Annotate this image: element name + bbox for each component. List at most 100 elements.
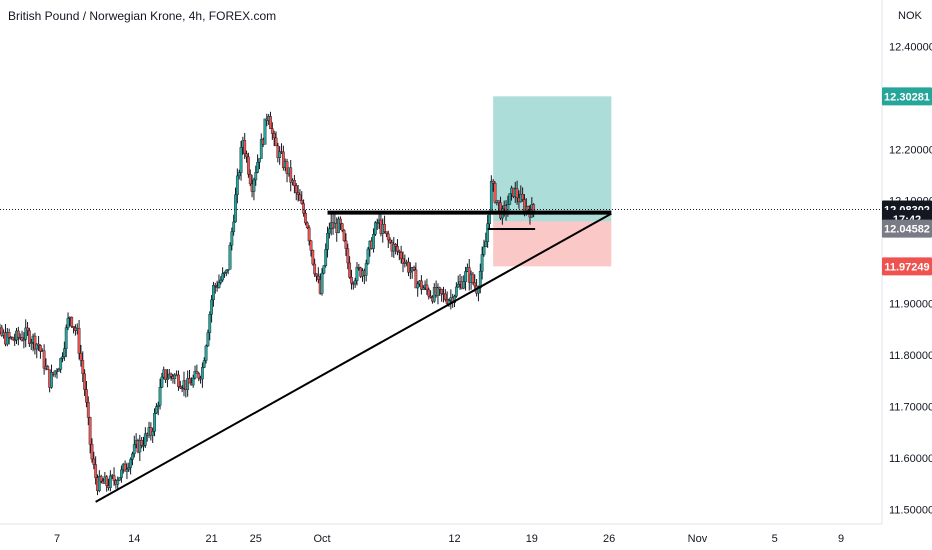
candle-body <box>79 353 83 361</box>
candle-body <box>245 153 248 158</box>
candle-body <box>342 230 346 241</box>
candle-body <box>235 175 239 195</box>
candle-body <box>396 246 399 252</box>
candle-body <box>180 387 184 390</box>
candle-body <box>456 284 460 288</box>
candle-body <box>88 417 92 445</box>
y-tick-label: 11.80000 <box>889 350 932 362</box>
candle-body <box>16 330 20 338</box>
x-tick-label: 26 <box>603 533 615 545</box>
candle-body <box>471 273 475 283</box>
candle-body <box>221 273 225 281</box>
x-tick-label: Nov <box>688 533 708 545</box>
candle-body <box>210 299 213 315</box>
candle-body <box>83 373 87 390</box>
drawings <box>0 208 882 503</box>
candle-body <box>309 240 313 251</box>
candle-body <box>156 405 160 407</box>
candle-body <box>212 284 215 301</box>
candle-body <box>131 453 134 460</box>
currency-label: NOK <box>898 10 923 22</box>
candle-body <box>206 332 210 347</box>
candle-body <box>72 326 75 328</box>
candle-body <box>237 172 241 177</box>
candle-body <box>232 221 236 232</box>
candle-body <box>482 246 486 255</box>
candle-body <box>353 280 357 285</box>
candle-body <box>246 156 250 175</box>
candle-body <box>213 284 217 287</box>
candle-body <box>491 180 495 184</box>
candle-body <box>340 223 344 231</box>
candle-body <box>42 350 46 369</box>
support-trendline <box>95 212 612 503</box>
candle-body <box>13 339 17 342</box>
candle-body <box>414 269 418 289</box>
candle-body <box>372 234 375 249</box>
candle-body <box>200 367 204 380</box>
candle-body <box>373 222 377 235</box>
candle-body <box>252 179 256 192</box>
candle-body <box>97 476 101 491</box>
candle-body <box>29 342 33 344</box>
candle-body <box>7 332 11 338</box>
candle-body <box>272 133 276 139</box>
candle-body <box>407 261 410 273</box>
price-tag-label: 12.04582 <box>884 224 930 236</box>
x-tick-label: 12 <box>448 533 460 545</box>
candle-body <box>77 328 81 354</box>
candle-body <box>263 118 267 145</box>
candle-body <box>436 287 440 296</box>
candle-body <box>416 283 420 289</box>
candle-body <box>94 464 98 479</box>
candle-body <box>443 293 447 300</box>
candle-body <box>326 232 329 250</box>
candle-body <box>188 378 191 384</box>
x-tick-label: 9 <box>838 533 844 545</box>
candle-body <box>35 343 39 350</box>
candle-body <box>81 360 85 375</box>
candle-body <box>85 389 88 403</box>
y-tick-label: 11.90000 <box>889 299 932 311</box>
candle-body <box>118 477 121 481</box>
candle-body <box>248 174 252 185</box>
candle-body <box>355 266 359 281</box>
candle-body <box>304 213 307 224</box>
y-tick-label: 11.70000 <box>889 402 932 414</box>
candle-body <box>208 314 212 333</box>
candle-body <box>429 295 432 298</box>
x-tick-label: Oct <box>313 533 330 545</box>
x-tick-label: 21 <box>205 533 217 545</box>
candle-body <box>521 194 525 200</box>
candle-body <box>120 469 123 478</box>
candle-body <box>425 284 429 291</box>
price-axis: 12.4000012.2000012.1000011.9000011.80000… <box>889 41 932 516</box>
time-axis: 7 14 21 25 Oct 12 19 26 Nov 5 9 <box>54 533 844 545</box>
candle-body <box>177 374 180 387</box>
candle-body <box>59 358 63 370</box>
candle-body <box>127 467 131 470</box>
candle-body <box>438 287 442 290</box>
price-tag-box <box>882 87 932 106</box>
candle-body <box>151 431 155 436</box>
candle-body <box>515 188 519 199</box>
candle-body <box>22 339 26 341</box>
candle-body <box>57 369 61 372</box>
candle-body <box>154 406 158 414</box>
candle-body <box>116 480 120 485</box>
x-tick-label: 14 <box>128 533 140 545</box>
candle-body <box>243 140 247 154</box>
position-zones <box>493 96 612 267</box>
candle-body <box>313 263 317 275</box>
candle-body <box>311 250 315 265</box>
candle-body <box>254 172 258 181</box>
candle-body <box>178 386 182 389</box>
candle-body <box>486 223 490 242</box>
y-tick-label: 12.40000 <box>889 41 932 53</box>
y-tick-label: 11.50000 <box>889 505 932 517</box>
candle-body <box>112 475 116 481</box>
candle-body <box>327 228 331 234</box>
chart-title: British Pound / Norwegian Krone, 4h, FOR… <box>8 9 277 23</box>
candle-body <box>204 345 208 361</box>
